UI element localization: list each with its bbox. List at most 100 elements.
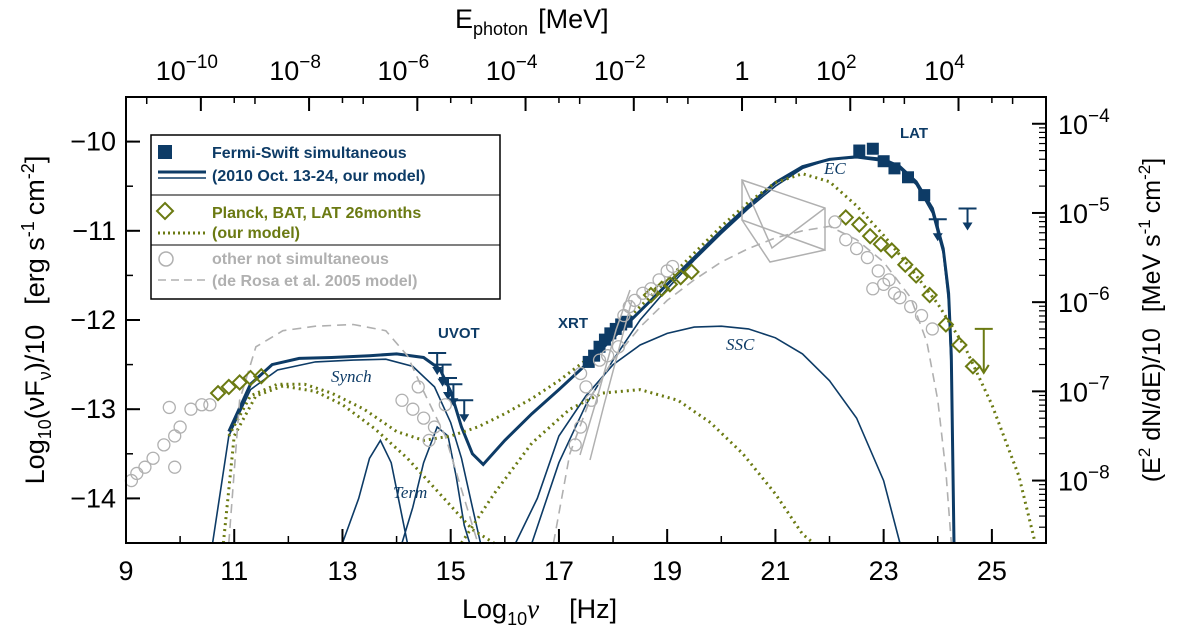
point-not-simultaneous [579,380,593,394]
legend-marker-square [158,145,172,159]
data-markers [124,142,993,488]
top-axis-title: Ephoton [MeV] [455,4,609,39]
legend-marker-diamond [155,201,175,221]
top-tick-label: 104 [924,52,965,86]
legend-marker-circle [158,251,174,267]
y-tick-label: −10 [70,127,116,157]
right-axis-title: (E2 dN/dE)/10[MeV s-1cm-2] [1135,158,1166,482]
annotation-term: Term [393,483,427,502]
point-fermi-swift [866,142,879,155]
point-fermi-swift [877,155,890,168]
point-not-simultaneous [628,293,642,308]
point-not-simultaneous [203,398,217,412]
upper-limit-arrow-olive [974,327,993,375]
curve-olive-total [227,172,1037,544]
point-not-simultaneous [828,215,842,229]
point-not-simultaneous [573,366,588,381]
annotation-xrt: XRT [558,315,588,332]
top-tick-label: 10−6 [377,52,429,86]
curve-olive-ssc [460,388,815,545]
point-planck-bat-lat [861,227,879,245]
point-not-simultaneous [904,299,918,314]
point-planck-bat-lat [872,235,890,253]
legend-box [150,134,501,300]
point-not-simultaneous [427,420,442,434]
point-planck-bat-lat [683,263,700,281]
top-tick-label: 1 [735,56,750,86]
point-not-simultaneous [138,460,152,474]
svg-text:(E2 dN/dE)/10[MeV s-1cm-2]: (E2 dN/dE)/10[MeV s-1cm-2] [1135,158,1166,482]
point-fermi-swift [918,189,931,202]
curve-blue-term1 [341,438,409,544]
upper-limit-arrow [439,376,457,400]
right-tick-label: 10−5 [1058,195,1110,229]
point-planck-bat-lat [837,209,855,226]
x-tick-label: 15 [436,556,466,586]
point-not-simultaneous [573,420,588,434]
svg-text:Log10ν[Hz]: Log10ν [Hz] [462,594,617,629]
point-planck-bat-lat [672,268,690,286]
curve-gray-dashed [228,323,479,544]
point-not-simultaneous [438,398,452,412]
point-planck-bat-lat [850,216,868,233]
right-tick-label: 10−6 [1058,284,1110,318]
point-not-simultaneous [411,380,425,394]
upper-limit-arrow [428,352,447,376]
point-planck-bat-lat [896,256,914,274]
point-planck-bat-lat [950,336,968,354]
annotation-ec: EC [823,159,846,178]
point-not-simultaneous [652,273,666,287]
gray-bowtie-xray [579,289,633,461]
x-tick-label: 11 [220,556,248,586]
point-not-simultaneous [636,286,650,300]
point-not-simultaneous [592,353,607,367]
top-tick-label: 102 [816,52,857,86]
annotation-synch: Synch [331,367,372,386]
top-tick-label: 10−2 [594,52,646,86]
annotation-uvot: UVOT [438,325,480,342]
legend-entry-3: Planck, BAT, LAT 26months [212,205,421,222]
x-tick-label: 19 [652,556,682,586]
point-planck-bat-lat [921,286,939,304]
point-not-simultaneous [146,451,160,465]
point-not-simultaneous [644,282,658,296]
point-planck-bat-lat [907,266,925,284]
point-not-simultaneous [422,433,436,448]
point-not-simultaneous [860,250,875,265]
point-not-simultaneous [157,438,171,452]
annotation-lat: LAT [900,125,928,142]
curve-blue-synch [211,358,482,544]
legend-entry-4: (our model) [212,225,300,242]
point-not-simultaneous [925,322,940,336]
right-tick-label: 10−7 [1058,373,1110,407]
point-not-simultaneous [406,402,420,416]
point-planck-bat-lat [883,242,901,259]
y-axis-title: Log10(νFν)/10[erg s-1cm-2] [18,156,55,485]
x-axis-title: Log10ν [Hz] [462,594,617,629]
point-not-simultaneous [416,411,431,425]
right-tick-label: 10−4 [1058,106,1110,140]
y-tick-label: −12 [70,305,116,335]
point-not-simultaneous [887,286,902,300]
upper-limit-arrow [433,363,452,387]
legend-entry-6: (de Rosa et al. 2005 model) [212,273,417,290]
top-tick-label: 10−4 [486,52,538,86]
top-tick-label: 10−10 [156,52,218,86]
point-planck-bat-lat [252,367,270,385]
point-planck-bat-lat [209,384,227,402]
x-tick-label: 23 [869,556,899,586]
legend-entry-2: (2010 Oct. 13-24, our model) [212,168,425,185]
legend-entry-1: Fermi-Swift simultaneous [212,145,407,162]
point-not-simultaneous [876,277,891,291]
point-fermi-swift [902,171,914,184]
legend: Fermi-Swift simultaneous (2010 Oct. 13-2… [150,134,501,300]
x-tick-label: 17 [544,556,574,586]
point-not-simultaneous [568,438,582,452]
x-tick-label: 21 [760,556,790,586]
y-tick-label: −13 [70,394,116,424]
point-planck-bat-lat [937,316,955,333]
curve-blue-ssc [514,325,901,544]
point-not-simultaneous [168,460,182,474]
annotation-ssc: SSC [726,335,755,354]
